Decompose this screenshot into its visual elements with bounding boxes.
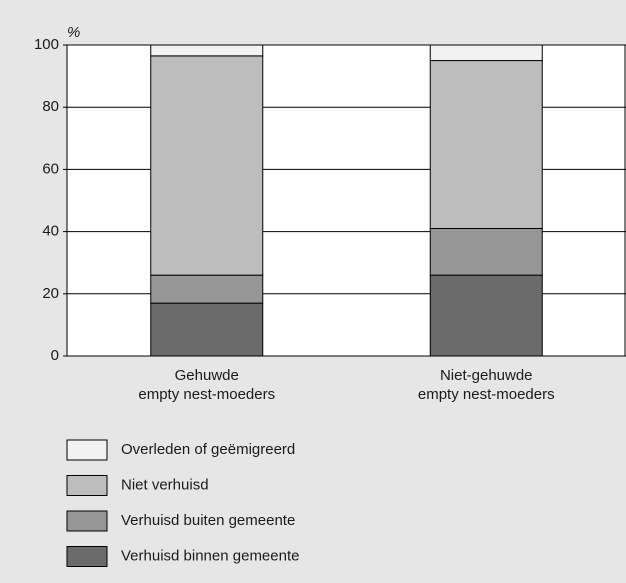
y-tick-label: 60 bbox=[42, 160, 59, 177]
legend-swatch bbox=[66, 510, 108, 532]
y-tick-label: 20 bbox=[42, 285, 59, 302]
y-tick-label: 80 bbox=[42, 98, 59, 115]
legend-label: Niet verhuisd bbox=[121, 476, 209, 493]
x-tick-label: empty nest-moeders bbox=[138, 386, 275, 403]
bar-segment bbox=[429, 60, 543, 229]
legend-swatch bbox=[66, 475, 108, 496]
bar-segment bbox=[150, 274, 264, 304]
legend-label: Verhuisd buiten gemeente bbox=[121, 512, 295, 529]
legend-label: Verhuisd binnen gemeente bbox=[121, 547, 299, 564]
x-tick-label: Gehuwde bbox=[175, 367, 239, 384]
plot-border bbox=[66, 44, 626, 357]
legend-label: Overleden of geëmigreerd bbox=[121, 441, 295, 458]
legend-swatch bbox=[66, 546, 108, 567]
y-unit-label: % bbox=[67, 24, 80, 41]
x-tick-label: empty nest-moeders bbox=[418, 386, 555, 403]
bar-segment bbox=[150, 55, 264, 276]
x-tick-label: Niet-gehuwde bbox=[440, 367, 533, 384]
y-tick-label: 100 bbox=[34, 36, 59, 53]
legend-swatch bbox=[66, 439, 108, 461]
y-tick-label: 0 bbox=[51, 347, 59, 364]
bar-segment bbox=[150, 44, 264, 57]
bar-segment bbox=[429, 274, 543, 357]
bar-segment bbox=[429, 227, 543, 276]
bar-segment bbox=[429, 44, 543, 62]
y-tick-label: 40 bbox=[42, 223, 59, 240]
bar-segment bbox=[150, 302, 264, 357]
